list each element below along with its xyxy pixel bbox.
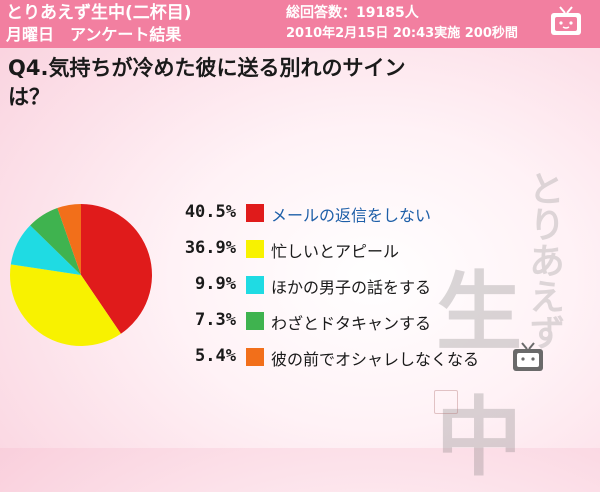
show-logo-watermark: とりあえず 生中 (426, 150, 596, 488)
pie-chart (10, 204, 152, 346)
legend-swatch (246, 312, 264, 330)
survey-datetime: 2010年2月15日 20:43実施 200秒間 (286, 26, 518, 41)
legend-label: メールの返信をしない (271, 206, 432, 225)
watermark-tv-icon (513, 342, 543, 371)
legend-label: 彼の前でオシャレしなくなる (271, 350, 480, 369)
question-text: Q4.気持ちが冷めた彼に送る別れのサイン は？ (8, 54, 568, 112)
pie-slice-2 (10, 264, 121, 346)
legend-percent: 36.9% (184, 238, 236, 258)
legend-percent: 5.4% (195, 346, 236, 366)
watermark-text-1: とりあえず (523, 170, 565, 350)
tv-icon (551, 6, 581, 35)
total-answers: 総回答数：19185人 (286, 5, 419, 21)
legend-swatch (246, 204, 264, 222)
pie-slice-5 (57, 204, 81, 275)
question-line-1: Q4.気持ちが冷めた彼に送る別れのサイン (8, 56, 406, 80)
show-title: とりあえず生中(二杯目) (6, 3, 192, 23)
survey-weekday: 月曜日 アンケート結果 (6, 25, 182, 44)
legend-percent: 7.3% (195, 310, 236, 330)
legend-swatch (246, 240, 264, 258)
legend-label: 忙しいとアピール (271, 242, 400, 261)
legend-label: わざとドタキャンする (271, 314, 432, 333)
pie-slice-4 (30, 208, 81, 275)
legend-percent: 9.9% (195, 274, 236, 294)
pie-slice-3 (10, 225, 82, 275)
seal-stamp (434, 390, 458, 414)
legend-swatch (246, 276, 264, 294)
header-bar: とりあえず生中(二杯目) 月曜日 アンケート結果 総回答数：19185人 201… (0, 0, 600, 48)
legend-label: ほかの男子の話をする (271, 278, 432, 297)
pie-slice-1 (81, 204, 152, 334)
legend-percent: 40.5% (184, 202, 236, 222)
question-line-2: は？ (8, 85, 50, 109)
legend-swatch (246, 348, 264, 366)
